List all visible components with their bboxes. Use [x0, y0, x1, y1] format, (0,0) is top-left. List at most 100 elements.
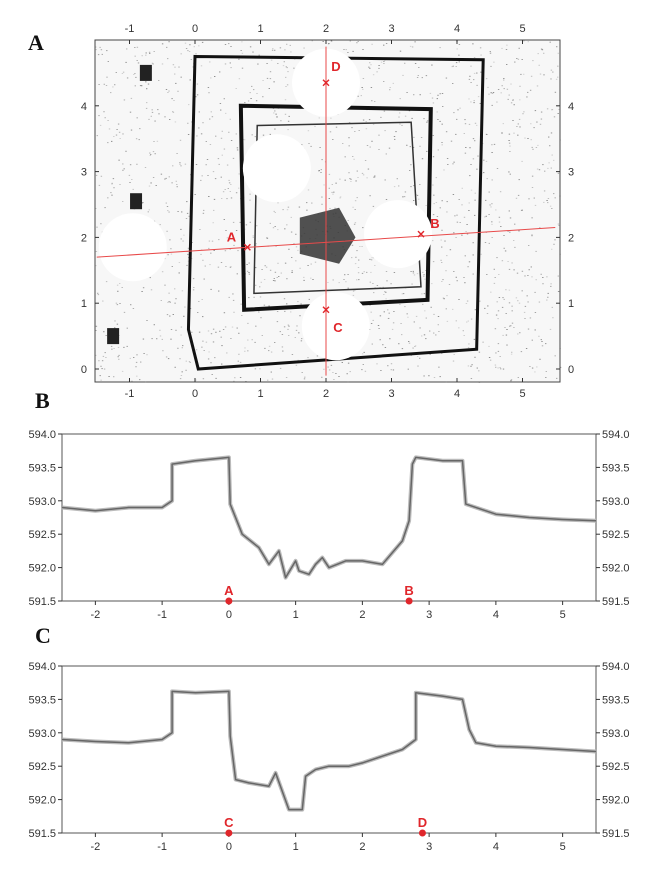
cloud-point [417, 365, 419, 367]
cloud-point [273, 278, 275, 279]
cloud-point [378, 149, 380, 150]
cloud-point [512, 99, 514, 101]
cloud-point [490, 65, 492, 67]
cloud-point [178, 262, 181, 263]
cloud-point [248, 297, 250, 299]
cloud-point [187, 253, 189, 255]
cloud-point [401, 124, 403, 126]
cloud-point [249, 193, 251, 195]
cloud-point [439, 93, 441, 95]
cloud-point [531, 187, 534, 188]
cloud-point [274, 49, 276, 51]
cloud-point [287, 328, 289, 330]
cloud-point [181, 290, 184, 292]
cloud-point [550, 69, 553, 71]
cloud-point [441, 262, 443, 263]
cloud-point [141, 291, 143, 292]
cloud-point [209, 144, 212, 145]
cloud-point [274, 128, 276, 130]
cloud-point [347, 381, 349, 383]
cloud-point [164, 116, 166, 118]
cloud-point [455, 133, 457, 135]
cloud-point [266, 237, 269, 239]
cloud-point [201, 346, 203, 348]
cloud-point [538, 301, 541, 303]
cloud-point [117, 290, 119, 292]
cloud-point [224, 44, 227, 45]
cloud-point [110, 92, 112, 94]
cloud-point [489, 51, 491, 52]
cloud-point [214, 178, 217, 180]
cloud-point [238, 332, 240, 334]
cloud-point [220, 137, 223, 139]
cloud-point [172, 165, 174, 167]
cloud-point [348, 137, 350, 139]
cloud-point [254, 136, 256, 138]
cloud-point [183, 234, 185, 236]
marker-label-a: A [227, 229, 237, 244]
cloud-point [327, 366, 329, 368]
cloud-point [145, 52, 147, 54]
cloud-point [105, 335, 107, 336]
cloud-point [515, 197, 518, 199]
cloud-point [364, 160, 367, 161]
cloud-point [173, 100, 175, 101]
plan-view-plot [94, 39, 562, 383]
cloud-point [238, 187, 240, 189]
cloud-point [422, 303, 424, 305]
cloud-point [510, 325, 512, 327]
cloud-point [407, 368, 409, 370]
cloud-point [468, 98, 470, 100]
x-tick-label: 5 [560, 609, 566, 621]
y-tick-label-left: 593.5 [28, 462, 56, 474]
cloud-point [488, 345, 490, 347]
cloud-point [151, 111, 154, 113]
cloud-point [219, 71, 221, 73]
cloud-point [474, 192, 476, 194]
cloud-point [551, 109, 553, 111]
cloud-point [162, 350, 164, 352]
cloud-point [286, 303, 288, 305]
cloud-point [140, 361, 142, 363]
cloud-point [437, 316, 440, 317]
cloud-point [559, 348, 561, 349]
cloud-point [383, 110, 386, 112]
cloud-point [218, 163, 220, 165]
cloud-point [135, 76, 137, 78]
cloud-point [177, 90, 179, 92]
cloud-point [285, 377, 288, 378]
cloud-point [550, 167, 552, 169]
cloud-point [95, 46, 97, 48]
cloud-point [543, 74, 545, 76]
cloud-point [248, 262, 250, 264]
cloud-point [136, 117, 138, 119]
panel-label-c: C [35, 623, 51, 648]
cloud-point [202, 316, 204, 318]
cloud-point [523, 73, 525, 75]
cloud-point [156, 140, 159, 142]
cloud-point [186, 201, 188, 203]
cloud-point [328, 173, 331, 175]
cloud-point [121, 73, 124, 74]
cloud-point [166, 46, 168, 48]
cloud-point [439, 120, 441, 122]
cloud-point [133, 74, 135, 75]
cloud-point [504, 327, 506, 328]
cloud-point [217, 158, 220, 160]
cloud-point [298, 206, 301, 208]
cloud-point [170, 329, 173, 330]
cloud-point [508, 140, 510, 141]
cloud-point [498, 221, 501, 223]
cloud-point [531, 146, 533, 148]
cloud-point [229, 248, 231, 250]
cloud-point [197, 312, 199, 313]
cloud-point [370, 323, 373, 324]
cloud-point [491, 144, 493, 146]
cloud-point [445, 270, 447, 272]
cloud-point [484, 216, 486, 218]
cloud-point [423, 275, 425, 277]
cloud-point [421, 293, 423, 295]
cloud-point [495, 209, 497, 211]
cloud-point [146, 102, 148, 104]
